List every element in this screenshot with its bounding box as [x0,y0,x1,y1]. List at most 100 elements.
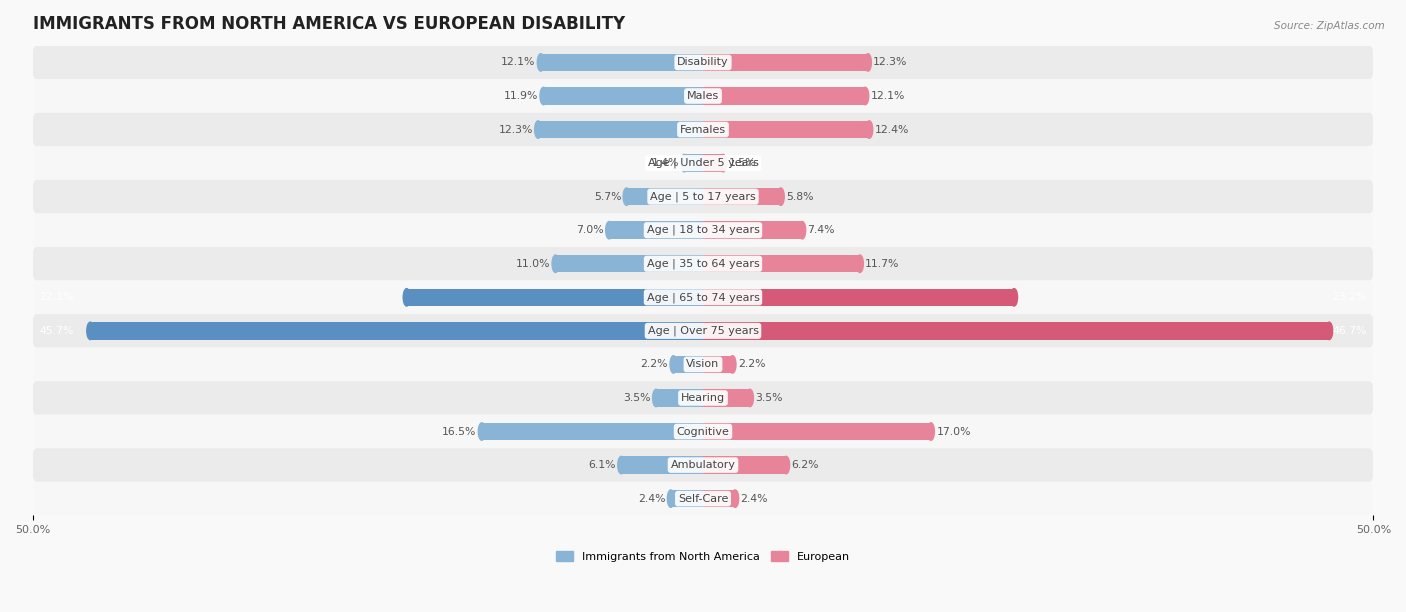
FancyBboxPatch shape [32,482,1374,515]
Circle shape [537,54,544,71]
Circle shape [799,222,806,239]
Circle shape [862,88,869,105]
Text: Females: Females [681,125,725,135]
Text: 2.4%: 2.4% [741,494,768,504]
Circle shape [928,423,935,440]
Bar [703,54,868,71]
Circle shape [778,188,785,206]
Text: 2.4%: 2.4% [638,494,665,504]
FancyBboxPatch shape [32,247,1374,280]
Text: 45.7%: 45.7% [39,326,73,336]
Bar [555,255,703,272]
Text: 1.4%: 1.4% [651,158,679,168]
Text: 2.2%: 2.2% [641,359,668,370]
Text: 16.5%: 16.5% [441,427,477,436]
Bar [703,289,1014,306]
FancyBboxPatch shape [32,415,1374,449]
Text: 5.7%: 5.7% [593,192,621,202]
Text: 7.4%: 7.4% [807,225,835,235]
Text: 5.8%: 5.8% [786,192,814,202]
Text: Disability: Disability [678,58,728,67]
Circle shape [783,457,790,474]
Circle shape [617,457,624,474]
Text: Age | 18 to 34 years: Age | 18 to 34 years [647,225,759,236]
Bar [609,222,703,239]
Text: Age | Under 5 years: Age | Under 5 years [648,158,758,168]
Circle shape [728,356,735,373]
Text: 11.0%: 11.0% [516,259,550,269]
Bar [703,222,803,239]
Circle shape [1011,289,1018,306]
Circle shape [553,255,560,272]
FancyBboxPatch shape [32,314,1374,348]
FancyBboxPatch shape [32,79,1374,113]
Bar [703,188,780,206]
Circle shape [534,121,541,138]
Bar [685,154,703,172]
FancyBboxPatch shape [32,280,1374,314]
FancyBboxPatch shape [32,214,1374,247]
Text: 12.3%: 12.3% [873,58,908,67]
Legend: Immigrants from North America, European: Immigrants from North America, European [553,547,853,566]
Text: 11.9%: 11.9% [503,91,538,101]
Circle shape [87,322,94,340]
Text: Vision: Vision [686,359,720,370]
Circle shape [866,121,873,138]
Bar [703,322,1329,340]
Bar [703,154,723,172]
Circle shape [478,423,485,440]
Bar [621,457,703,474]
Text: 22.1%: 22.1% [39,293,73,302]
Circle shape [1326,322,1333,340]
Text: Hearing: Hearing [681,393,725,403]
FancyBboxPatch shape [32,146,1374,180]
Text: 46.7%: 46.7% [1333,326,1367,336]
Text: IMMIGRANTS FROM NORTH AMERICA VS EUROPEAN DISABILITY: IMMIGRANTS FROM NORTH AMERICA VS EUROPEA… [32,15,624,33]
Bar [671,490,703,507]
Bar [544,88,703,105]
Text: 12.1%: 12.1% [870,91,905,101]
FancyBboxPatch shape [32,449,1374,482]
Circle shape [671,356,678,373]
Text: 12.4%: 12.4% [875,125,910,135]
Circle shape [652,389,659,407]
FancyBboxPatch shape [32,348,1374,381]
Text: 2.2%: 2.2% [738,359,765,370]
Circle shape [856,255,863,272]
Circle shape [681,154,688,172]
Text: Males: Males [688,91,718,101]
FancyBboxPatch shape [32,46,1374,79]
Text: 12.3%: 12.3% [498,125,533,135]
Bar [673,356,703,373]
Text: 12.1%: 12.1% [501,58,536,67]
Bar [657,389,703,407]
Text: Age | 65 to 74 years: Age | 65 to 74 years [647,292,759,302]
Text: Age | 5 to 17 years: Age | 5 to 17 years [650,192,756,202]
Circle shape [747,389,754,407]
Bar [541,54,703,71]
Bar [703,490,735,507]
Text: Age | Over 75 years: Age | Over 75 years [648,326,758,336]
Text: 11.7%: 11.7% [865,259,900,269]
Text: 7.0%: 7.0% [576,225,603,235]
Bar [703,356,733,373]
FancyBboxPatch shape [32,180,1374,214]
Text: Age | 35 to 64 years: Age | 35 to 64 years [647,258,759,269]
Bar [703,423,931,440]
Circle shape [623,188,630,206]
Circle shape [404,289,411,306]
Text: 3.5%: 3.5% [623,393,651,403]
Text: 17.0%: 17.0% [936,427,970,436]
Text: 23.2%: 23.2% [1333,293,1367,302]
Circle shape [540,88,547,105]
Bar [703,88,865,105]
Bar [703,389,749,407]
Text: 1.5%: 1.5% [728,158,756,168]
Bar [703,255,860,272]
Text: Self-Care: Self-Care [678,494,728,504]
Circle shape [668,490,675,507]
Circle shape [720,154,727,172]
Bar [406,289,703,306]
Text: 6.2%: 6.2% [792,460,818,470]
Bar [482,423,703,440]
